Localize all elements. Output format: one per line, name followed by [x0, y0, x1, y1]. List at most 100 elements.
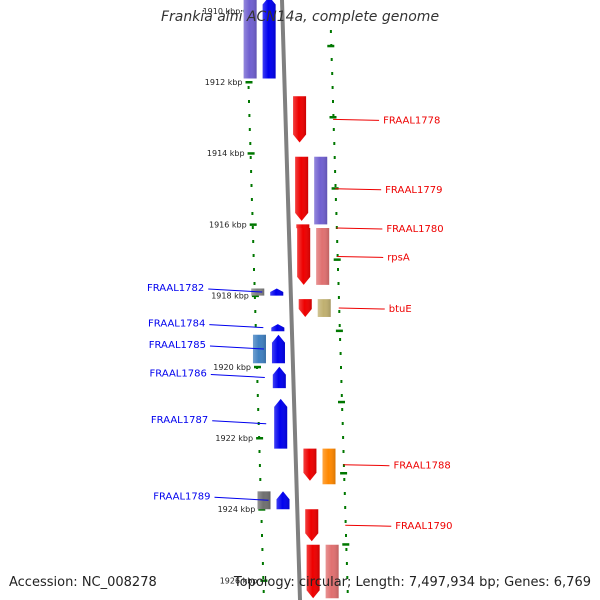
tick-label: 1910 kbp	[203, 7, 241, 16]
guide-dot	[258, 464, 261, 467]
guide-dot	[335, 212, 338, 215]
guide-dot	[344, 520, 347, 523]
guide-dot	[332, 100, 334, 103]
guide-dot	[334, 198, 337, 201]
guide-dot	[251, 226, 254, 229]
guide-dot	[343, 492, 346, 495]
guide-dot	[339, 352, 342, 355]
guide-dot	[342, 450, 345, 453]
guide-dot	[248, 100, 250, 103]
label-leader	[338, 307, 385, 310]
gene-label-fraal1780[interactable]: FRAAL1780	[386, 224, 443, 235]
guide-dot	[334, 184, 337, 187]
guide-dot	[346, 590, 349, 593]
gene-label-fraal1789[interactable]: FRAAL1789	[153, 491, 210, 502]
map-title: Frankia alni ACN14a, complete genome	[160, 9, 440, 25]
gene-shading	[274, 398, 288, 449]
label-leader	[208, 288, 263, 293]
guide-dot	[342, 436, 345, 439]
label-leader	[209, 345, 264, 350]
label-leader	[214, 496, 269, 501]
guide-dot	[260, 520, 263, 523]
label-leader	[337, 255, 384, 258]
guide-dot	[340, 366, 342, 369]
guide-dot	[262, 590, 265, 593]
guide-dot	[345, 548, 348, 551]
gene-label-fraal1784[interactable]: FRAAL1784	[148, 319, 205, 330]
guide-dot	[249, 142, 252, 145]
tick-label: 1926 kbp	[220, 576, 258, 585]
label-leader	[210, 373, 265, 378]
guide-dot	[336, 254, 339, 257]
guide-dot	[345, 562, 348, 565]
tick-marks: 1910 kbp 1912 kbp 1914 kbp 1916 kbp 1918 kbp…	[203, 7, 350, 585]
guide-dot	[248, 114, 251, 117]
gene-label-fraal1790[interactable]: FRAAL1790	[395, 521, 452, 532]
guide-dot	[340, 394, 343, 397]
gene-shading	[271, 334, 285, 364]
tick-mark	[251, 294, 259, 298]
accession-text: Accession: NC_008278	[9, 575, 157, 590]
guide-dot	[342, 464, 345, 467]
gene-shading	[295, 156, 309, 221]
tick-mark	[338, 400, 345, 404]
gene-shading	[272, 366, 286, 389]
label-leader	[345, 524, 392, 527]
tick-mark	[335, 329, 343, 333]
guide-dot	[252, 240, 255, 243]
tick-mark	[329, 116, 337, 119]
backbone-line	[280, 0, 302, 600]
guide-dot	[261, 548, 264, 551]
guide-dot	[337, 268, 339, 271]
tick-label: 1924 kbp	[218, 505, 256, 514]
guide-dot	[250, 184, 253, 187]
tick-mark	[260, 579, 268, 582]
tick-mark	[333, 258, 341, 261]
tick-mark	[247, 152, 255, 155]
gene-label-fraal1782[interactable]: FRAAL1782	[147, 283, 204, 294]
guide-dot	[251, 212, 254, 215]
guide-dot	[262, 576, 265, 579]
gene-shading	[306, 544, 320, 599]
guide-dot	[329, 30, 332, 33]
tick-label: 1922 kbp	[215, 434, 253, 443]
guide-dot	[257, 408, 260, 411]
guide-dot	[261, 534, 263, 537]
gene-label-fraal1785[interactable]: FRAAL1785	[149, 340, 206, 351]
genome-backbone	[280, 0, 302, 600]
guide-dot	[254, 310, 257, 313]
gene-label-fraal1779[interactable]: FRAAL1779	[385, 185, 442, 196]
guide-dot	[345, 534, 347, 537]
tick-mark	[254, 365, 261, 369]
guide-dot	[249, 156, 252, 159]
gene-labels: FRAAL1778 FRAAL1779 FRAAL1780 rpsA btuE FRAAL…	[147, 115, 453, 532]
tick-mark	[331, 187, 339, 190]
guide-dot	[337, 282, 340, 285]
guide-dot	[250, 170, 253, 173]
guide-dot	[252, 254, 255, 257]
gene-label-fraal1778[interactable]: FRAAL1778	[383, 115, 440, 126]
tick-label: 1914 kbp	[207, 149, 245, 158]
gene-shading	[297, 227, 311, 285]
guide-dot	[332, 128, 335, 131]
gene-shading	[293, 96, 307, 143]
guide-dot	[253, 296, 256, 299]
tick-mark	[342, 543, 350, 546]
gene-label-fraal1786[interactable]: FRAAL1786	[150, 368, 207, 379]
guide-dot	[256, 394, 259, 397]
gene-label-btue[interactable]: btuE	[389, 304, 412, 315]
tick-label: 1920 kbp	[213, 363, 251, 372]
guide-dot	[341, 422, 344, 425]
guide-dot	[339, 338, 342, 341]
guide-dot	[331, 86, 334, 89]
gene-label-rpsa[interactable]: rpsA	[387, 252, 410, 263]
gene-shading	[314, 156, 328, 225]
tick-mark	[256, 437, 264, 440]
label-leader	[335, 188, 382, 191]
gene-shading	[243, 0, 257, 79]
gene-shading	[270, 288, 284, 296]
gene-label-fraal1787[interactable]: FRAAL1787	[151, 415, 208, 426]
guide-dot	[336, 240, 339, 243]
gene-label-fraal1788[interactable]: FRAAL1788	[393, 461, 450, 472]
